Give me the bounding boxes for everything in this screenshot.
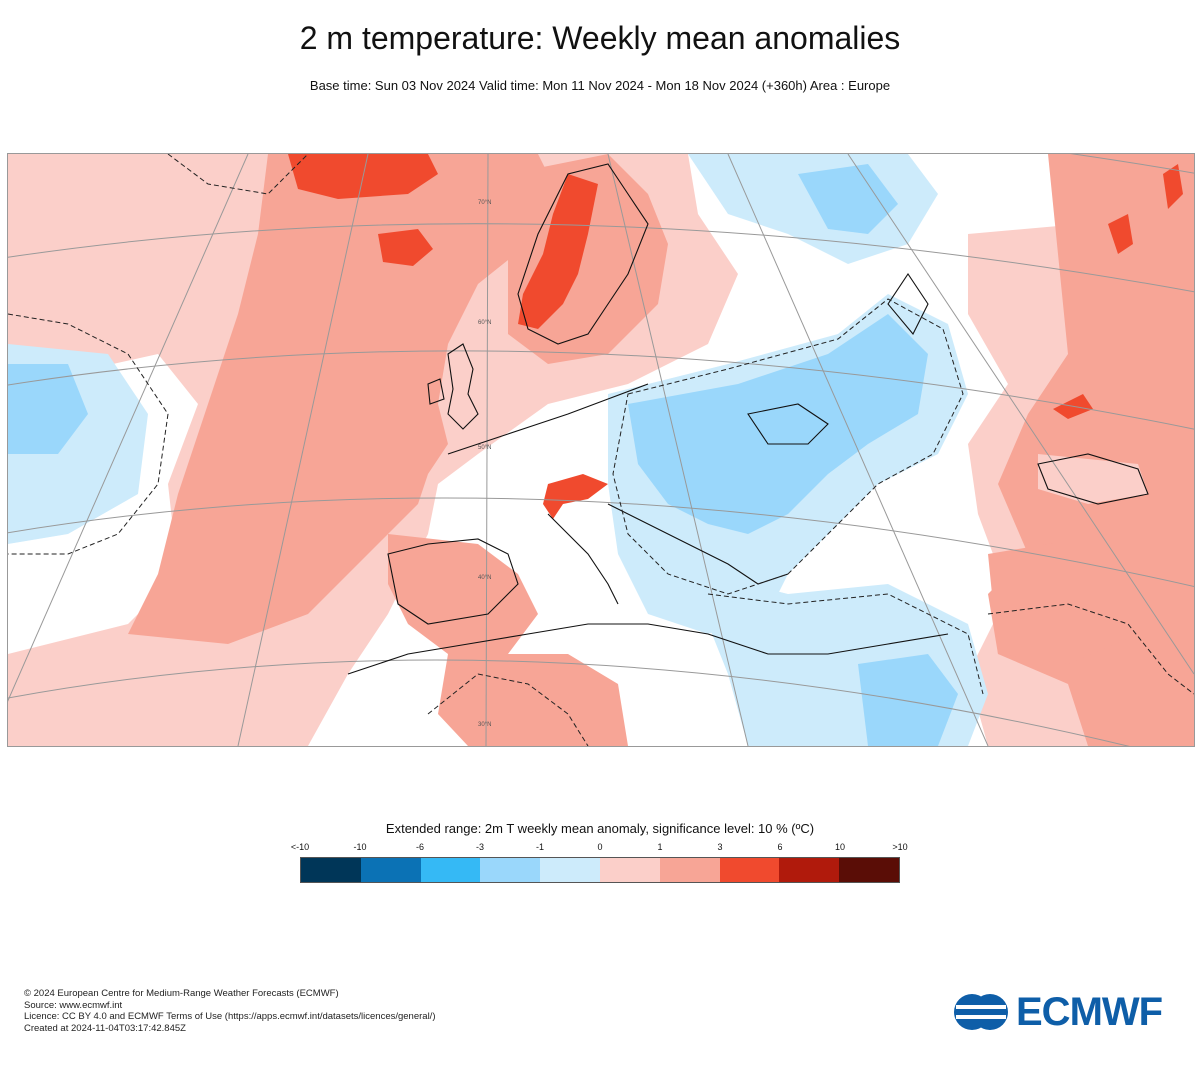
anomaly-region-middle-east — [988, 534, 1148, 664]
lat-label-70: 70°N — [478, 200, 491, 206]
graticule — [8, 154, 1194, 746]
legend-swatch — [301, 858, 361, 882]
lat-label-50: 50°N — [478, 445, 491, 451]
color-legend: <-10 -10 -6 -3 -1 0 1 3 6 10 >10 — [291, 842, 908, 884]
legend-tick: 6 — [777, 842, 783, 852]
anomaly-region-egypt-cold — [858, 654, 958, 746]
legend-tick: 0 — [597, 842, 603, 852]
legend-tick: 3 — [717, 842, 723, 852]
legend-swatch — [420, 858, 481, 882]
anomaly-region-north-africa — [438, 654, 628, 746]
credits: © 2024 European Centre for Medium-Range … — [24, 988, 436, 1034]
anomaly-map: 70°N 60°N 50°N 40°N 30°N — [7, 153, 1195, 747]
credit-copyright: © 2024 European Centre for Medium-Range … — [24, 988, 339, 999]
map-canvas: 70°N 60°N 50°N 40°N 30°N — [8, 154, 1194, 746]
map-subtitle: Base time: Sun 03 Nov 2024 Valid time: M… — [309, 78, 891, 93]
legend-swatch — [540, 858, 600, 882]
lat-label-40: 40°N — [478, 575, 491, 581]
legend-swatch — [360, 858, 421, 882]
legend-tick: <-10 — [290, 842, 310, 852]
map-title: 2 m temperature: Weekly mean anomalies — [299, 20, 901, 56]
anomaly-region-central-cold-medium — [628, 314, 928, 534]
legend-swatch — [599, 858, 660, 882]
anomaly-region-labrador-cold-medium — [8, 364, 88, 454]
anomaly-spot-east-1 — [1108, 214, 1133, 254]
anomaly-region-alps — [543, 474, 608, 519]
anomaly-region-arctic-cold-medium — [798, 164, 898, 234]
legend-title: Extended range: 2m T weekly mean anomaly… — [385, 821, 815, 836]
legend-colorbar — [300, 857, 900, 883]
ecmwf-logo-icon — [954, 994, 1008, 1030]
anomaly-region-iceland — [378, 229, 433, 266]
legend-tick: 10 — [834, 842, 846, 852]
ecmwf-logo: ECMWF — [952, 989, 1163, 1034]
anomaly-region-caspian — [1038, 454, 1148, 504]
legend-ticks: <-10 -10 -6 -3 -1 0 1 3 6 10 >10 — [291, 842, 908, 856]
lat-label-60: 60°N — [478, 320, 491, 326]
legend-tick: >10 — [892, 842, 908, 852]
anomaly-region-iberia — [388, 534, 538, 654]
legend-tick: -10 — [353, 842, 367, 852]
legend-tick: 1 — [657, 842, 663, 852]
legend-tick: -1 — [535, 842, 545, 852]
legend-swatch — [779, 858, 840, 882]
legend-swatch — [719, 858, 780, 882]
credit-licence: Licence: CC BY 4.0 and ECMWF Terms of Us… — [24, 1011, 436, 1022]
ecmwf-logo-text: ECMWF — [1016, 989, 1163, 1034]
credit-source: Source: www.ecmwf.int — [24, 999, 123, 1011]
lat-label-30: 30°N — [478, 722, 491, 728]
legend-swatch — [659, 858, 720, 882]
legend-swatch — [839, 858, 899, 882]
credit-created: Created at 2024-11-04T03:17:42.845Z — [24, 1022, 186, 1034]
coastlines — [347, 163, 1149, 675]
legend-swatch — [480, 858, 541, 882]
latitude-labels: 70°N 60°N 50°N 40°N 30°N — [478, 200, 491, 728]
anomaly-region-atlantic-medium — [128, 154, 558, 644]
anomaly-spot-east-2 — [1163, 164, 1183, 209]
anomaly-region-norway — [518, 174, 598, 329]
legend-tick: -6 — [415, 842, 425, 852]
legend-tick: -3 — [475, 842, 485, 852]
significance-contours — [8, 154, 1194, 746]
